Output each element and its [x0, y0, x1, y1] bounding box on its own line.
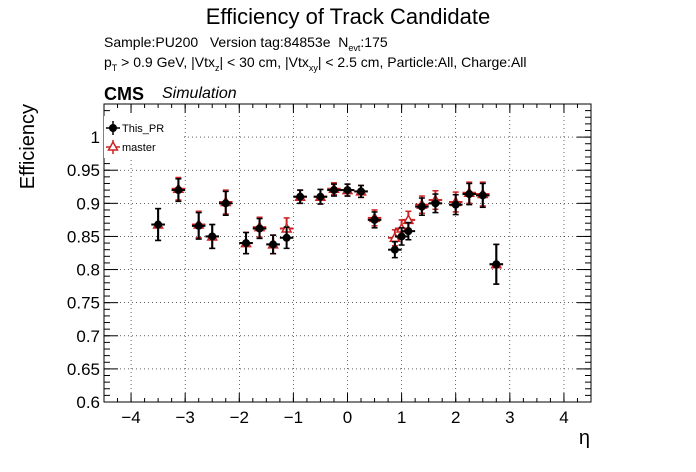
- data-point: [390, 245, 399, 254]
- nevt-label: Nevt:175: [338, 34, 388, 53]
- x-tick-label: −4: [121, 408, 140, 427]
- legend-master-label: master: [122, 142, 156, 154]
- y-tick-label: 0.6: [76, 393, 100, 412]
- cms-label: CMS: [104, 84, 144, 104]
- data-point: [370, 215, 379, 224]
- sample-info-line: Sample:PU200 Version tag:84853e Nevt:175: [104, 34, 388, 53]
- data-point: [397, 232, 406, 241]
- data-point: [208, 232, 217, 241]
- legend-this-pr-label: This_PR: [122, 123, 164, 135]
- data-point: [404, 227, 413, 236]
- legend: This_PR master: [104, 116, 184, 158]
- legend-master-marker: [107, 140, 119, 151]
- data-point: [269, 240, 278, 249]
- data-point: [465, 190, 474, 199]
- data-point: [282, 233, 291, 242]
- y-axis-label: Efficiency: [17, 104, 39, 189]
- legend-item-master: master: [106, 140, 156, 154]
- data-point: [316, 192, 325, 201]
- x-tick-label: 3: [505, 408, 514, 427]
- chart-title: Efficiency of Track Candidate: [205, 4, 491, 29]
- data-point: [255, 224, 264, 233]
- y-tick-label: 0.75: [67, 294, 100, 313]
- y-tick-label: 1: [91, 128, 100, 147]
- x-tick-label: 0: [343, 408, 352, 427]
- legend-item-this-pr: This_PR: [106, 121, 164, 135]
- data-series: [151, 176, 504, 285]
- x-tick-label: −1: [284, 408, 303, 427]
- data-point: [296, 192, 305, 201]
- data-point: [357, 187, 366, 196]
- x-tick-label: −2: [230, 408, 249, 427]
- series-this-pr: [151, 178, 504, 285]
- data-point: [343, 186, 352, 195]
- simulation-label: Simulation: [162, 85, 237, 102]
- x-tick-label: 1: [397, 408, 406, 427]
- data-point: [492, 260, 501, 269]
- y-tick-label: 0.85: [67, 227, 100, 246]
- x-axis-label: η: [579, 427, 590, 449]
- data-point: [451, 200, 460, 209]
- data-point: [417, 202, 426, 211]
- version-tag: Version tag:84853e: [209, 34, 331, 50]
- y-tick-label: 0.95: [67, 161, 100, 180]
- data-point: [221, 199, 230, 208]
- grid-lines: [104, 104, 591, 403]
- data-point: [194, 221, 203, 230]
- y-tick-label: 0.8: [76, 261, 100, 280]
- data-point: [431, 199, 440, 208]
- x-tick-label: −3: [175, 408, 194, 427]
- legend-this-pr-marker: [109, 124, 117, 132]
- selection-cuts-line: pT > 0.9 GeV, |Vtxz| < 30 cm, |Vtxxy| < …: [104, 54, 527, 73]
- y-tick-label: 0.9: [76, 194, 100, 213]
- legend-box: [104, 116, 184, 158]
- x-tick-label: 2: [451, 408, 460, 427]
- axis-ticks: −4 −3 −2 −1 0 1 2 3 4 0.6 0.65 0.7 0.75 0.8 0.85 0.9 0.9…: [67, 103, 592, 427]
- y-tick-label: 0.65: [67, 360, 100, 379]
- x-tick-label: 4: [559, 408, 568, 427]
- y-tick-label: 0.7: [76, 327, 100, 346]
- series-master: [151, 176, 504, 285]
- sample-label: Sample:PU200: [104, 34, 199, 50]
- data-point: [478, 191, 487, 200]
- data-point: [154, 220, 163, 229]
- data-point: [174, 186, 183, 195]
- data-point: [242, 239, 251, 248]
- data-point: [329, 186, 338, 195]
